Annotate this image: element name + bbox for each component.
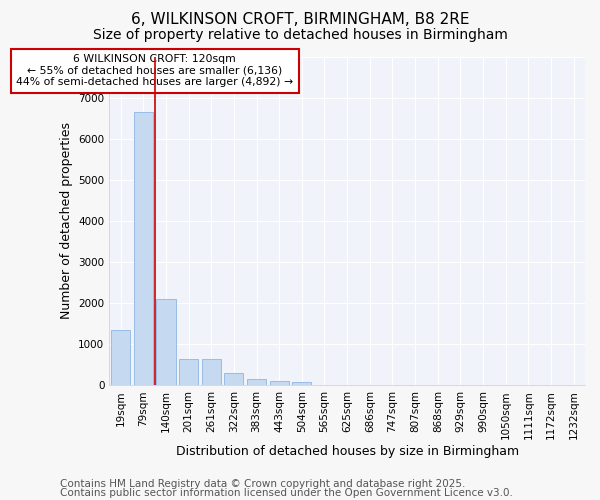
Text: Size of property relative to detached houses in Birmingham: Size of property relative to detached ho… (92, 28, 508, 42)
X-axis label: Distribution of detached houses by size in Birmingham: Distribution of detached houses by size … (176, 444, 519, 458)
Bar (269, 381, 289, 386)
Text: Contains public sector information licensed under the Open Government Licence v3: Contains public sector information licen… (60, 488, 513, 498)
Text: 6, WILKINSON CROFT, BIRMINGHAM, B8 2RE: 6, WILKINSON CROFT, BIRMINGHAM, B8 2RE (131, 12, 469, 28)
Y-axis label: Number of detached properties: Number of detached properties (60, 122, 73, 320)
Bar (134, 112, 153, 386)
Bar (156, 299, 176, 386)
Bar (224, 372, 244, 386)
Bar (202, 359, 221, 386)
Bar (179, 358, 198, 386)
Bar (292, 382, 311, 386)
Bar (111, 330, 130, 386)
Text: Contains HM Land Registry data © Crown copyright and database right 2025.: Contains HM Land Registry data © Crown c… (60, 479, 466, 489)
Bar (247, 379, 266, 386)
Text: 6 WILKINSON CROFT: 120sqm
← 55% of detached houses are smaller (6,136)
44% of se: 6 WILKINSON CROFT: 120sqm ← 55% of detac… (16, 54, 293, 88)
